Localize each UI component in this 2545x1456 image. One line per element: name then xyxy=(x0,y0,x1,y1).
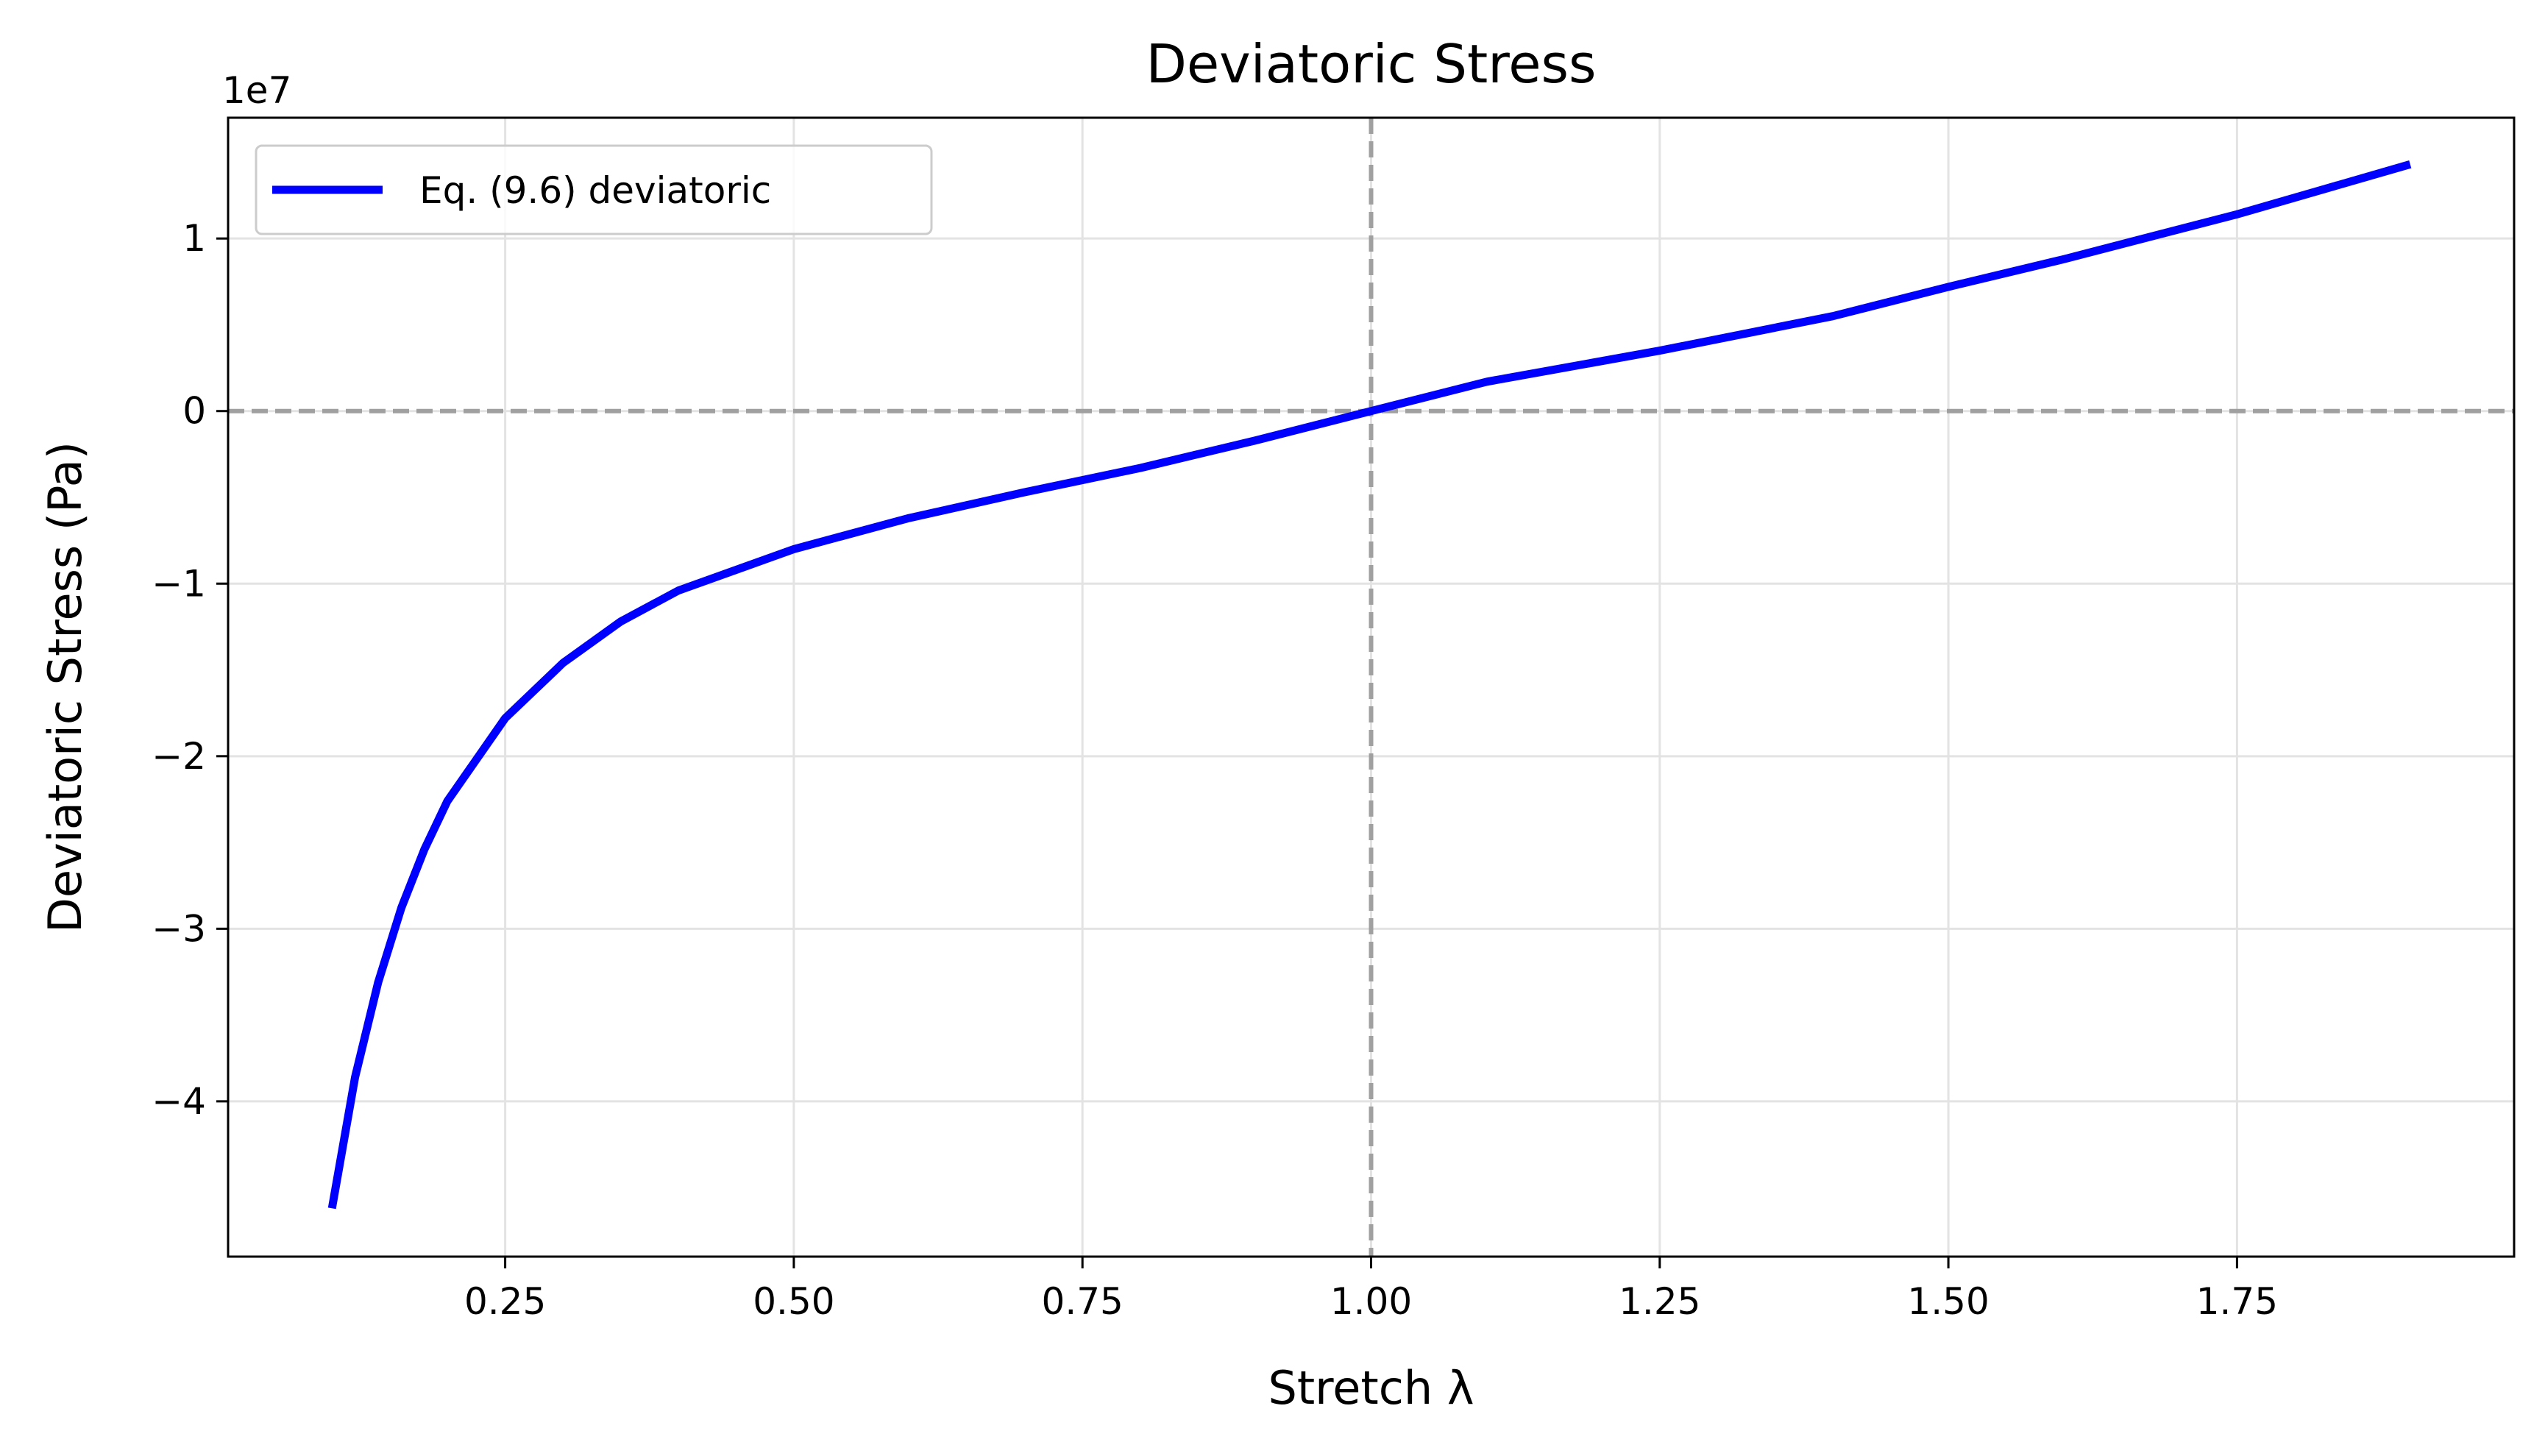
x-tick-label: 1.50 xyxy=(1907,1280,1989,1323)
y-tick-label: −1 xyxy=(152,562,206,605)
data-point xyxy=(377,982,378,983)
data-point xyxy=(401,908,402,909)
x-tick-label: 1.75 xyxy=(2196,1280,2278,1323)
data-point xyxy=(2064,259,2065,260)
data-point xyxy=(1255,440,1256,441)
chart-title: Deviatoric Stress xyxy=(1146,33,1596,95)
y-tick-label: −4 xyxy=(152,1080,206,1123)
x-tick-label: 0.75 xyxy=(1042,1280,1124,1323)
y-tick-label: 1 xyxy=(182,217,206,260)
legend-box xyxy=(255,144,933,235)
legend-label: Eq. (9.6) deviatoric xyxy=(419,169,771,212)
y-axis-label: Deviatoric Stress (Pa) xyxy=(38,441,92,933)
x-tick-label: 1.25 xyxy=(1619,1280,1700,1323)
x-axis-label: Stretch λ xyxy=(1268,1361,1474,1415)
legend: Eq. (9.6) deviatoric xyxy=(255,144,933,235)
y-tick-label: −2 xyxy=(152,735,206,778)
y-axis-offset-label: 1e7 xyxy=(222,69,291,112)
data-point xyxy=(1948,286,1949,287)
data-point xyxy=(1024,491,1025,492)
reference-lines-layer xyxy=(228,118,2514,1257)
data-point xyxy=(620,621,621,622)
data-point xyxy=(1486,381,1487,382)
data-point xyxy=(563,663,564,664)
y-tick-label: 0 xyxy=(182,390,206,433)
data-point xyxy=(424,849,425,850)
x-tick-label: 0.25 xyxy=(464,1280,546,1323)
series-line xyxy=(327,160,2412,1210)
data-point xyxy=(332,1208,333,1209)
data-point xyxy=(793,549,794,550)
data-point xyxy=(447,800,448,801)
x-tick-label: 1.00 xyxy=(1330,1280,1412,1323)
x-tick-label: 0.50 xyxy=(753,1280,834,1323)
tick-layer: 0.25 0.50 0.75 1.00 1.25 1.50 1.75 1 0 −1 −2 −3 −4 xyxy=(152,217,2278,1323)
series-layer xyxy=(327,160,2412,1210)
y-tick-label: −3 xyxy=(152,907,206,950)
data-point xyxy=(1659,350,1660,351)
